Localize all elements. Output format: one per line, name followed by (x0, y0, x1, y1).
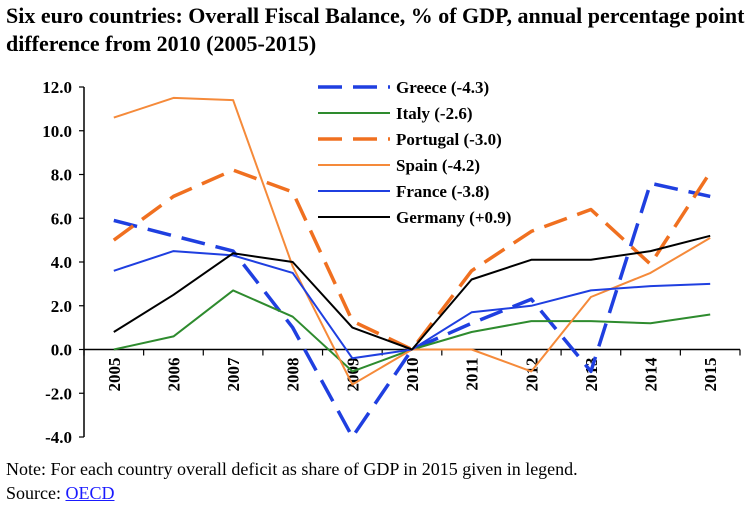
legend-label-italy: Italy (-2.6) (396, 104, 472, 123)
y-tick-label: 0.0 (51, 341, 72, 360)
legend-label-spain: Spain (-4.2) (396, 156, 480, 175)
x-tick-label: 2005 (105, 358, 124, 392)
y-tick-label: 6.0 (51, 209, 72, 228)
source-label: Source: (6, 483, 61, 503)
axis-layer: 12.0 10.0 8.0 6.0 4.0 2.0 0.0 -2.0 -4.0 2005 2006 2… (42, 78, 741, 447)
x-tick-label: 2010 (403, 358, 422, 392)
y-tick-label: 2.0 (51, 297, 72, 316)
x-tick-label: 2015 (701, 358, 720, 392)
line-chart: 12.0 10.0 8.0 6.0 4.0 2.0 0.0 -2.0 -4.0 2005 2006 2… (42, 78, 741, 447)
series-line-germany (113, 234, 711, 351)
legend-label-portugal: Portugal (-3.0) (396, 130, 502, 149)
y-tick-label: 4.0 (51, 253, 72, 272)
source-line: Source: OECD (6, 482, 114, 504)
series-line-greece (113, 181, 711, 439)
y-tick-label: 8.0 (51, 166, 72, 185)
y-tick-label: 12.0 (42, 78, 72, 97)
x-tick-label: 2011 (463, 358, 482, 391)
legend-label-france: France (-3.8) (396, 182, 489, 201)
series-line-france (113, 250, 711, 360)
legend-label-greece: Greece (-4.3) (396, 78, 489, 97)
x-tick-label: 2013 (582, 358, 601, 392)
chart-title: Six euro countries: Overall Fiscal Balan… (6, 3, 745, 56)
chart-note: Note: For each country overall deficit a… (6, 459, 578, 479)
x-tick-label: 2008 (284, 358, 303, 392)
source-link[interactable]: OECD (65, 483, 115, 503)
y-tick-label: -4.0 (45, 428, 72, 447)
x-tick-label: 2009 (343, 358, 362, 392)
x-tick-label: 2007 (224, 357, 243, 392)
y-tick-label: -2.0 (45, 384, 72, 403)
x-tick-label: 2006 (164, 358, 183, 392)
series-layer (112, 96, 712, 439)
series-line-portugal (112, 168, 712, 352)
x-tick-label: 2014 (642, 357, 661, 392)
legend-label-germany: Germany (+0.9) (396, 208, 511, 227)
legend: Greece (-4.3) Italy (-2.6) Portugal (-3.0)… (318, 78, 511, 227)
y-tick-label: 10.0 (42, 122, 72, 141)
